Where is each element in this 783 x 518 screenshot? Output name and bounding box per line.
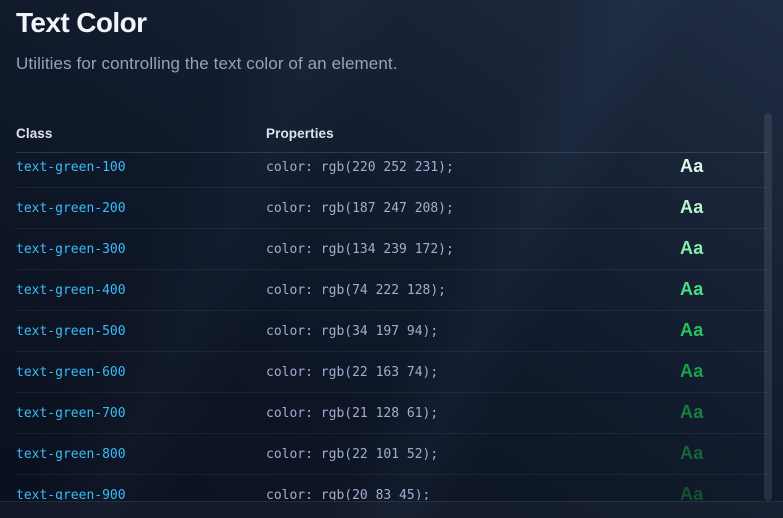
properties-code: color: rgb(20 83 45);: [266, 488, 431, 500]
properties-code: color: rgb(22 163 74);: [266, 365, 439, 380]
table-row: text-green-200 color: rgb(187 247 208); …: [16, 188, 767, 229]
properties-cell: color: rgb(187 247 208);: [266, 199, 680, 217]
class-name-cell: text-green-900: [16, 486, 266, 500]
class-name-code: text-green-400: [16, 283, 126, 298]
class-name-cell: text-green-700: [16, 404, 266, 422]
sample-cell: Aa: [680, 157, 767, 177]
text-sample: Aa: [680, 361, 704, 381]
properties-code: color: rgb(187 247 208);: [266, 201, 454, 216]
properties-cell: color: rgb(22 163 74);: [266, 363, 680, 381]
text-sample: Aa: [680, 320, 704, 340]
class-name-cell: text-green-800: [16, 445, 266, 463]
properties-cell: color: rgb(22 101 52);: [266, 445, 680, 463]
class-name-cell: text-green-600: [16, 363, 266, 381]
table-row: text-green-700 color: rgb(21 128 61); Aa: [16, 393, 767, 434]
sample-cell: Aa: [680, 239, 767, 259]
scrollbar-thumb[interactable]: [764, 113, 772, 501]
properties-code: color: rgb(74 222 128);: [266, 283, 447, 298]
text-sample: Aa: [680, 197, 704, 217]
table-row: text-green-500 color: rgb(34 197 94); Aa: [16, 311, 767, 352]
class-name-cell: text-green-300: [16, 240, 266, 258]
table-row: text-green-300 color: rgb(134 239 172); …: [16, 229, 767, 270]
table-row: text-green-800 color: rgb(22 101 52); Aa: [16, 434, 767, 475]
sample-cell: Aa: [680, 198, 767, 218]
bottom-bar: [0, 501, 783, 518]
color-table: Class Properties text-green-100 color: r…: [16, 126, 767, 500]
text-sample: Aa: [680, 484, 704, 500]
class-name-cell: text-green-500: [16, 322, 266, 340]
properties-code: color: rgb(34 197 94);: [266, 324, 439, 339]
text-sample: Aa: [680, 402, 704, 422]
table-header: Class Properties: [16, 126, 767, 153]
column-header-sample: [680, 126, 767, 141]
sample-cell: Aa: [680, 321, 767, 341]
column-header-properties: Properties: [266, 126, 334, 141]
class-name-code: text-green-300: [16, 242, 126, 257]
properties-cell: color: rgb(74 222 128);: [266, 281, 680, 299]
sample-cell: Aa: [680, 485, 767, 500]
column-header-class: Class: [16, 126, 53, 141]
class-name-code: text-green-500: [16, 324, 126, 339]
class-name-cell: text-green-400: [16, 281, 266, 299]
table-row: text-green-900 color: rgb(20 83 45); Aa: [16, 475, 767, 500]
class-name-cell: text-green-100: [16, 158, 266, 176]
table-row: text-green-100 color: rgb(220 252 231); …: [16, 153, 767, 188]
properties-code: color: rgb(134 239 172);: [266, 242, 454, 257]
text-sample: Aa: [680, 443, 704, 463]
properties-code: color: rgb(21 128 61);: [266, 406, 439, 421]
sample-cell: Aa: [680, 403, 767, 423]
properties-cell: color: rgb(21 128 61);: [266, 404, 680, 422]
page-subtitle: Utilities for controlling the text color…: [16, 54, 398, 73]
properties-code: color: rgb(22 101 52);: [266, 447, 439, 462]
sample-cell: Aa: [680, 444, 767, 464]
properties-code: color: rgb(220 252 231);: [266, 160, 454, 175]
table-scroll-viewport[interactable]: text-green-100 color: rgb(220 252 231); …: [16, 153, 767, 500]
page-title: Text Color: [16, 7, 147, 38]
sample-cell: Aa: [680, 280, 767, 300]
properties-cell: color: rgb(134 239 172);: [266, 240, 680, 258]
class-name-code: text-green-700: [16, 406, 126, 421]
properties-cell: color: rgb(220 252 231);: [266, 158, 680, 176]
text-sample: Aa: [680, 279, 704, 299]
class-name-cell: text-green-200: [16, 199, 266, 217]
table-rows: text-green-100 color: rgb(220 252 231); …: [16, 153, 767, 500]
class-name-code: text-green-800: [16, 447, 126, 462]
sample-cell: Aa: [680, 362, 767, 382]
table-row: text-green-600 color: rgb(22 163 74); Aa: [16, 352, 767, 393]
class-name-code: text-green-600: [16, 365, 126, 380]
table-row: text-green-400 color: rgb(74 222 128); A…: [16, 270, 767, 311]
properties-cell: color: rgb(20 83 45);: [266, 486, 680, 500]
class-name-code: text-green-100: [16, 160, 126, 175]
text-sample: Aa: [680, 156, 704, 176]
class-name-code: text-green-200: [16, 201, 126, 216]
class-name-code: text-green-900: [16, 488, 126, 500]
text-sample: Aa: [680, 238, 704, 258]
properties-cell: color: rgb(34 197 94);: [266, 322, 680, 340]
